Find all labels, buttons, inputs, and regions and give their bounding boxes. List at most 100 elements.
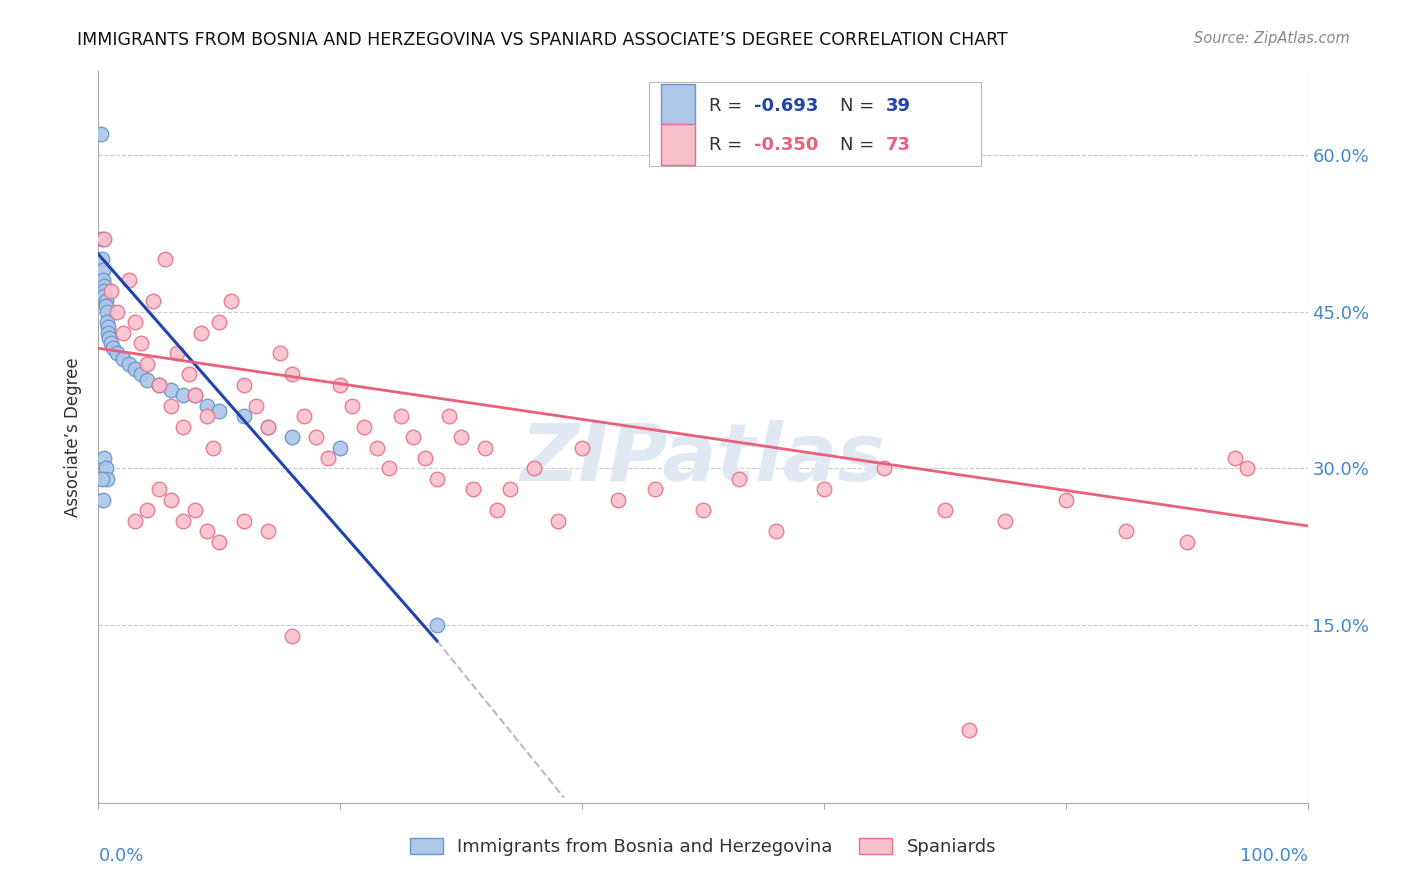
Point	[571, 441, 593, 455]
Point	[316, 450, 339, 465]
Point	[195, 409, 218, 424]
Text: N =: N =	[839, 97, 880, 115]
Point	[463, 483, 485, 497]
Point	[94, 300, 117, 314]
Point	[426, 618, 449, 632]
Point	[281, 430, 304, 444]
Point	[93, 278, 115, 293]
Point	[129, 336, 152, 351]
Point	[118, 273, 141, 287]
Point	[728, 472, 751, 486]
Point	[160, 399, 183, 413]
Point	[91, 252, 114, 267]
Point	[232, 409, 254, 424]
Point	[111, 351, 134, 366]
Point	[184, 388, 207, 402]
Point	[142, 294, 165, 309]
Text: IMMIGRANTS FROM BOSNIA AND HERZEGOVINA VS SPANIARD ASSOCIATE’S DEGREE CORRELATIO: IMMIGRANTS FROM BOSNIA AND HERZEGOVINA V…	[77, 31, 1008, 49]
Point	[547, 514, 569, 528]
Point	[100, 336, 122, 351]
Point	[195, 399, 218, 413]
Point	[135, 503, 157, 517]
Point	[105, 304, 128, 318]
Point	[450, 430, 472, 444]
Point	[124, 315, 146, 329]
Point	[765, 524, 787, 538]
Point	[208, 315, 231, 329]
Y-axis label: Associate’s Degree: Associate’s Degree	[65, 358, 83, 516]
Point	[160, 383, 183, 397]
Point	[256, 419, 278, 434]
Point	[281, 368, 304, 382]
Point	[91, 472, 114, 486]
Point	[190, 326, 212, 340]
Point	[342, 399, 364, 413]
Text: Source: ZipAtlas.com: Source: ZipAtlas.com	[1194, 31, 1350, 46]
Point	[96, 304, 118, 318]
Point	[101, 341, 124, 355]
Point	[93, 231, 115, 245]
Point	[232, 514, 254, 528]
Point	[91, 492, 114, 507]
Point	[184, 503, 207, 517]
Text: 39: 39	[886, 97, 911, 115]
Point	[172, 419, 194, 434]
Point	[994, 514, 1017, 528]
Point	[813, 483, 835, 497]
Point	[135, 373, 157, 387]
Point	[93, 284, 115, 298]
Text: -0.693: -0.693	[754, 97, 818, 115]
Point	[1223, 450, 1246, 465]
Point	[98, 331, 121, 345]
Point	[498, 483, 520, 497]
Point	[124, 514, 146, 528]
Point	[281, 629, 304, 643]
Point	[269, 346, 291, 360]
Text: R =: R =	[709, 136, 748, 153]
Point	[934, 503, 956, 517]
Point	[91, 231, 114, 245]
Point	[437, 409, 460, 424]
Point	[329, 441, 352, 455]
Point	[413, 450, 436, 465]
Point	[90, 127, 112, 141]
Point	[377, 461, 399, 475]
Point	[97, 320, 120, 334]
FancyBboxPatch shape	[661, 124, 695, 165]
Point	[148, 483, 170, 497]
Point	[644, 483, 666, 497]
Point	[172, 388, 194, 402]
Point	[160, 492, 183, 507]
Point	[93, 289, 115, 303]
Point	[166, 346, 188, 360]
Point	[96, 315, 118, 329]
Text: ZIPatlas: ZIPatlas	[520, 420, 886, 498]
Point	[208, 534, 231, 549]
Point	[202, 441, 225, 455]
Point	[957, 723, 980, 737]
Point	[523, 461, 546, 475]
Point	[1115, 524, 1137, 538]
Point	[426, 472, 449, 486]
Point	[353, 419, 375, 434]
Text: 100.0%: 100.0%	[1240, 847, 1308, 864]
Text: R =: R =	[709, 97, 748, 115]
Point	[184, 388, 207, 402]
Point	[305, 430, 328, 444]
Point	[1236, 461, 1258, 475]
Point	[100, 284, 122, 298]
Point	[97, 326, 120, 340]
Point	[1054, 492, 1077, 507]
Point	[105, 346, 128, 360]
Point	[1175, 534, 1198, 549]
Point	[402, 430, 425, 444]
Point	[91, 273, 114, 287]
Point	[94, 294, 117, 309]
Point	[94, 461, 117, 475]
Legend: Immigrants from Bosnia and Herzegovina, Spaniards: Immigrants from Bosnia and Herzegovina, …	[404, 830, 1002, 863]
Point	[172, 514, 194, 528]
Point	[129, 368, 152, 382]
Point	[256, 419, 278, 434]
Point	[692, 503, 714, 517]
Point	[232, 377, 254, 392]
